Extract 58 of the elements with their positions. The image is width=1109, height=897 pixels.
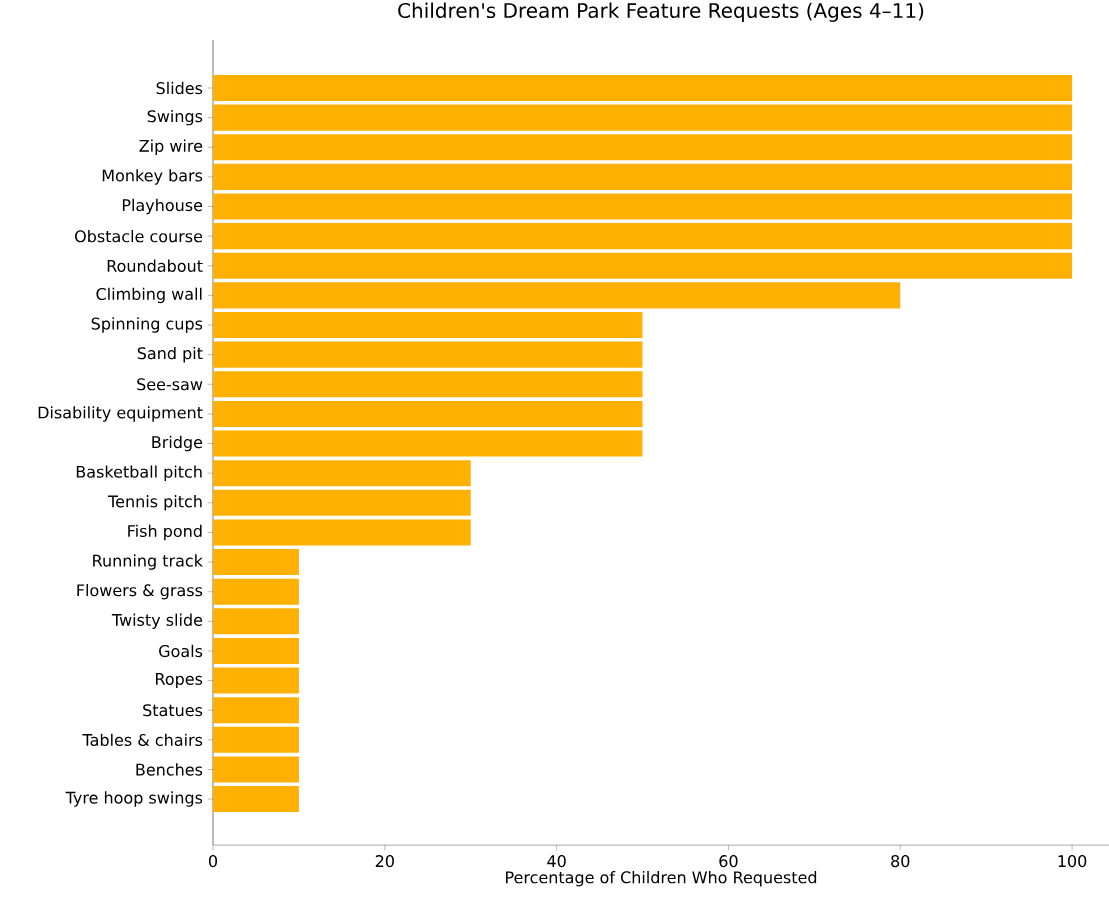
bar (213, 637, 299, 664)
x-tick-label: 80 (891, 855, 910, 868)
y-tick-label: Roundabout (107, 259, 203, 272)
bar (213, 667, 299, 694)
y-tick-label: Flowers & grass (77, 583, 203, 600)
bar (213, 223, 1073, 250)
bar (213, 282, 901, 309)
bar (213, 400, 643, 427)
bar (213, 311, 643, 339)
y-tick-label: Benches (136, 763, 203, 776)
bar (213, 74, 1073, 102)
x-tick-label: 40 (547, 855, 566, 868)
bar (213, 341, 643, 368)
y-tick-label: See-saw (137, 378, 203, 391)
y-tick-label: Tennis pitch (108, 495, 202, 511)
bar (213, 726, 299, 753)
y-tick-label: Twisty slide (111, 613, 203, 630)
y-tick-label: Ropes (156, 673, 203, 689)
bar (213, 786, 299, 813)
x-axis-title: Percentage of Children Who Requested (506, 870, 817, 887)
y-tick-label: Tables & chairs (82, 733, 203, 747)
bar (213, 163, 1073, 190)
bar (213, 252, 1073, 279)
y-tick-label: Bridge (152, 435, 203, 452)
bar (213, 697, 299, 724)
y-tick-label: Basketball pitch (76, 465, 202, 481)
x-tick-label: 60 (719, 855, 738, 868)
x-tick-label: 0 (208, 855, 218, 868)
y-tick-label: Monkey bars (102, 169, 203, 185)
y-tick-label: Obstacle course (75, 229, 203, 243)
bar (213, 549, 299, 576)
bar (213, 104, 1073, 131)
y-tick-label: Slides (156, 81, 203, 95)
y-tick-label: Climbing wall (96, 287, 202, 304)
y-tick-label: Goals (159, 644, 203, 658)
y-tick-label: Fish pond (128, 524, 202, 541)
x-tick-label: 100 (1058, 855, 1087, 868)
y-tick-label: Statues (143, 704, 203, 717)
bar (213, 193, 1073, 220)
y-tick-label: Spinning cups (91, 317, 203, 333)
y-tick-label: Disability equipment (38, 406, 203, 422)
bar (213, 608, 299, 635)
y-tick-label: Swings (147, 109, 203, 126)
y-tick-label: Tyre hoop swings (65, 791, 203, 807)
y-tick-label: Sand pit (137, 346, 203, 363)
x-tick-label: 20 (375, 855, 394, 868)
bar (213, 430, 643, 457)
y-tick-label: Zip wire (139, 139, 203, 155)
bar (213, 134, 1073, 161)
bar (213, 756, 299, 783)
bar (213, 371, 643, 398)
y-tick-label: Playhouse (122, 198, 203, 215)
bar (213, 460, 471, 487)
bar (213, 489, 471, 516)
y-tick-label: Running track (93, 554, 203, 570)
chart-title: Children's Dream Park Feature Requests (Ages 4–11) (398, 2, 924, 22)
bar (213, 519, 471, 546)
bar (213, 578, 299, 605)
